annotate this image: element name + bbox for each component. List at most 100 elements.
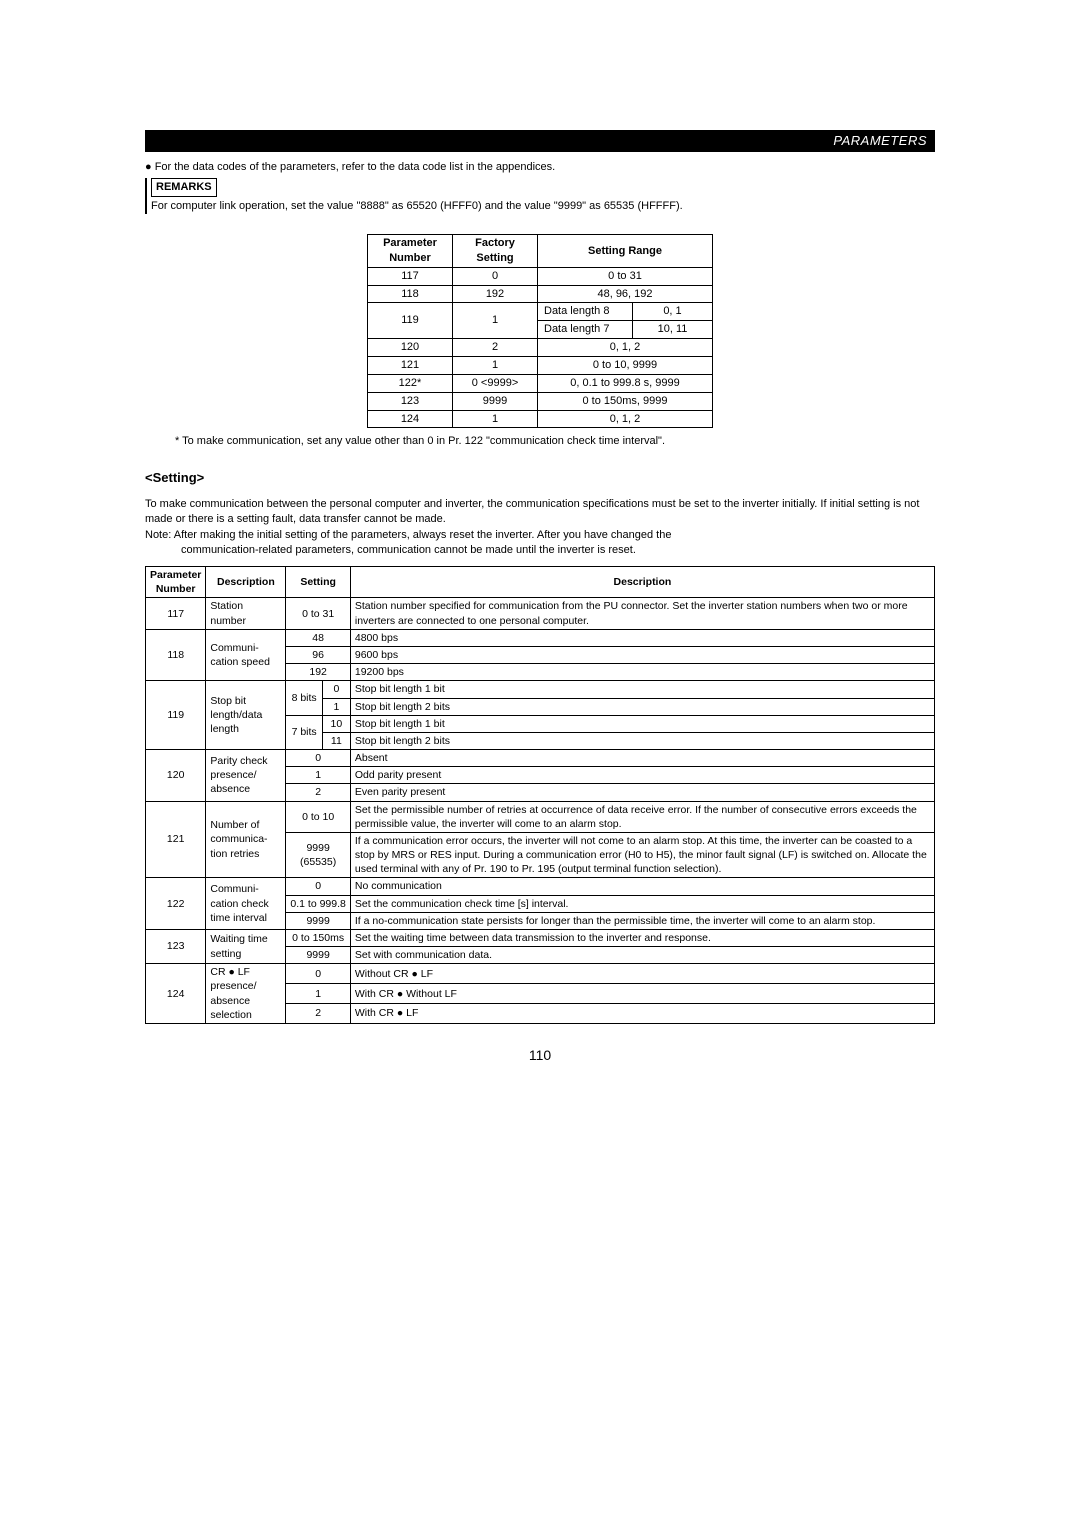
cell: Without CR ● LF bbox=[350, 964, 934, 984]
cell: Set the waiting time between data transm… bbox=[350, 929, 934, 946]
cell: 10 bbox=[322, 715, 350, 732]
cell: 117 bbox=[146, 598, 206, 629]
table-row: 118 Communi-cation speed 48 4800 bps bbox=[146, 629, 935, 646]
cell: 0 to 10 bbox=[286, 801, 351, 832]
page-number: 110 bbox=[145, 1046, 935, 1065]
cell: Absent bbox=[350, 750, 934, 767]
header-title: PARAMETERS bbox=[833, 133, 927, 148]
cell: 1 bbox=[322, 698, 350, 715]
table-row: 120 2 0, 1, 2 bbox=[368, 339, 713, 357]
table-row: 123 Waiting time setting 0 to 150ms Set … bbox=[146, 929, 935, 946]
cell: 0 bbox=[286, 878, 351, 895]
table-row: 122* 0 <9999> 0, 0.1 to 999.8 s, 9999 bbox=[368, 374, 713, 392]
cell: 124 bbox=[368, 410, 453, 428]
parameter-description-table: Parameter Number Description Setting Des… bbox=[145, 566, 935, 1024]
table-row: 120 Parity check presence/ absence 0 Abs… bbox=[146, 750, 935, 767]
cell: No communication bbox=[350, 878, 934, 895]
intro-bullet: ● For the data codes of the parameters, … bbox=[145, 160, 935, 175]
cell: 121 bbox=[146, 801, 206, 878]
cell: If a communication error occurs, the inv… bbox=[350, 832, 934, 878]
cell: 120 bbox=[146, 750, 206, 802]
cell: Set the communication check time [s] int… bbox=[350, 895, 934, 912]
cell: Stop bit length 2 bits bbox=[350, 698, 934, 715]
table-row: 122 Communi-cation check time interval 0… bbox=[146, 878, 935, 895]
cell: Waiting time setting bbox=[206, 929, 286, 963]
cell: 121 bbox=[368, 356, 453, 374]
cell: 9600 bps bbox=[350, 646, 934, 663]
cell: 48 bbox=[286, 629, 351, 646]
cell: If a no-communication state persists for… bbox=[350, 912, 934, 929]
table1-footnote: * To make communication, set any value o… bbox=[175, 434, 905, 449]
th-description: Description bbox=[206, 567, 286, 598]
cell: 7 bits bbox=[286, 715, 323, 749]
note-line2: communication-related parameters, commun… bbox=[145, 544, 636, 556]
cell: 1 bbox=[453, 356, 538, 374]
cell: 8 bits bbox=[286, 681, 323, 715]
cell: 0, 1 bbox=[633, 303, 713, 321]
cell: 0 to 150ms bbox=[286, 929, 351, 946]
cell: Set the permissible number of retries at… bbox=[350, 801, 934, 832]
setting-note: Note: After making the initial setting o… bbox=[145, 528, 935, 558]
table-row: 121 Number of communica-tion retries 0 t… bbox=[146, 801, 935, 832]
th-description-2: Description bbox=[350, 567, 934, 598]
cell: 9999 bbox=[453, 392, 538, 410]
setting-heading: <Setting> bbox=[145, 469, 935, 487]
cell: 124 bbox=[146, 964, 206, 1024]
remarks-body: For computer link operation, set the val… bbox=[151, 199, 935, 214]
cell: Odd parity present bbox=[350, 767, 934, 784]
cell: Stop bit length/data length bbox=[206, 681, 286, 750]
cell: Number of communica-tion retries bbox=[206, 801, 286, 878]
cell: 0 to 31 bbox=[286, 598, 351, 629]
cell: 2 bbox=[286, 1004, 351, 1024]
cell: Communi-cation check time interval bbox=[206, 878, 286, 930]
cell: 1 bbox=[453, 410, 538, 428]
cell: 192 bbox=[453, 285, 538, 303]
cell: 19200 bps bbox=[350, 664, 934, 681]
cell: Station number specified for communicati… bbox=[350, 598, 934, 629]
cell: 118 bbox=[146, 629, 206, 681]
cell: Set with communication data. bbox=[350, 947, 934, 964]
cell: 118 bbox=[368, 285, 453, 303]
cell: 9999 bbox=[286, 947, 351, 964]
remarks-label: REMARKS bbox=[151, 178, 217, 197]
cell: 117 bbox=[368, 267, 453, 285]
cell: 10, 11 bbox=[633, 321, 713, 339]
cell: 2 bbox=[453, 339, 538, 357]
cell: 0 to 31 bbox=[538, 267, 713, 285]
cell: 0, 1, 2 bbox=[538, 410, 713, 428]
table-header-row: Parameter Number Factory Setting Setting… bbox=[368, 235, 713, 268]
cell: 2 bbox=[286, 784, 351, 801]
cell: 122 bbox=[146, 878, 206, 930]
table-row: 117 0 0 to 31 bbox=[368, 267, 713, 285]
table-row: 119 Stop bit length/data length 8 bits 0… bbox=[146, 681, 935, 698]
cell: 48, 96, 192 bbox=[538, 285, 713, 303]
page-header-bar: PARAMETERS bbox=[145, 130, 935, 152]
remarks-block: REMARKS For computer link operation, set… bbox=[145, 178, 935, 214]
cell: 122* bbox=[368, 374, 453, 392]
parameter-range-table: Parameter Number Factory Setting Setting… bbox=[367, 234, 713, 428]
cell: 1 bbox=[286, 984, 351, 1004]
cell: 0 bbox=[286, 964, 351, 984]
cell: 192 bbox=[286, 664, 351, 681]
cell: 120 bbox=[368, 339, 453, 357]
th-param-number: Parameter Number bbox=[146, 567, 206, 598]
setting-paragraph: To make communication between the person… bbox=[145, 497, 935, 527]
th-setting-range: Setting Range bbox=[538, 235, 713, 268]
cell: 0 to 10, 9999 bbox=[538, 356, 713, 374]
cell: With CR ● LF bbox=[350, 1004, 934, 1024]
cell: Station number bbox=[206, 598, 286, 629]
table-row: 124 CR ● LF presence/ absence selection … bbox=[146, 964, 935, 984]
cell: 0 <9999> bbox=[453, 374, 538, 392]
cell: 0, 1, 2 bbox=[538, 339, 713, 357]
table-header-row: Parameter Number Description Setting Des… bbox=[146, 567, 935, 598]
cell: 4800 bps bbox=[350, 629, 934, 646]
table-row: 123 9999 0 to 150ms, 9999 bbox=[368, 392, 713, 410]
table-row: 119 1 Data length 8 0, 1 bbox=[368, 303, 713, 321]
table-row: 124 1 0, 1, 2 bbox=[368, 410, 713, 428]
note-line1: Note: After making the initial setting o… bbox=[145, 529, 671, 541]
cell: 0.1 to 999.8 bbox=[286, 895, 351, 912]
cell: 9999 bbox=[286, 912, 351, 929]
cell: CR ● LF presence/ absence selection bbox=[206, 964, 286, 1024]
cell: Stop bit length 1 bit bbox=[350, 681, 934, 698]
cell: Parity check presence/ absence bbox=[206, 750, 286, 802]
